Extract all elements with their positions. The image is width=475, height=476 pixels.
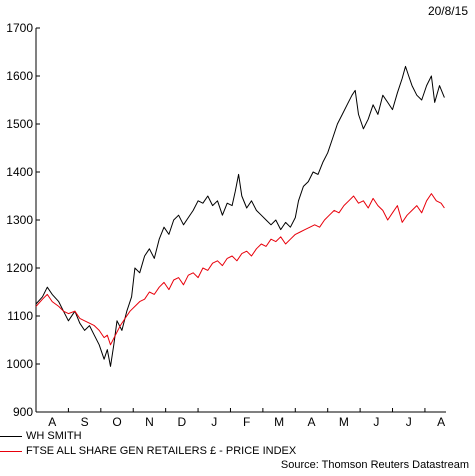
x-tick-label: D xyxy=(178,415,187,429)
x-tick-label: J xyxy=(211,415,217,429)
legend-label-ftse-retailers: FTSE ALL SHARE GEN RETAILERS £ - PRICE I… xyxy=(26,445,297,457)
y-tick-label: 1400 xyxy=(6,165,33,179)
legend-swatch-ftse-retailers xyxy=(0,450,22,452)
y-tick-label: 900 xyxy=(13,405,33,419)
legend-label-wh-smith: WH SMITH xyxy=(26,430,82,442)
y-tick-label: 1500 xyxy=(6,117,33,131)
x-tick-label: S xyxy=(81,415,89,429)
x-tick-label: M xyxy=(339,415,349,429)
x-tick-label: J xyxy=(406,415,412,429)
x-tick-label: F xyxy=(243,415,250,429)
y-tick-label: 1000 xyxy=(6,357,33,371)
y-tick-label: 1600 xyxy=(6,69,33,83)
x-tick-label: M xyxy=(274,415,284,429)
y-tick-label: 1200 xyxy=(6,261,33,275)
x-tick-label: A xyxy=(437,415,445,429)
legend-item-wh-smith: WH SMITH xyxy=(0,430,82,442)
x-tick-label: O xyxy=(112,415,121,429)
date-label: 20/8/15 xyxy=(427,4,468,18)
series-line-wh-smith xyxy=(35,65,445,367)
series-line-ftse-retailers xyxy=(35,193,445,346)
legend-swatch-wh-smith xyxy=(0,435,22,437)
y-tick-label: 1700 xyxy=(6,21,33,35)
x-tick-label: A xyxy=(307,415,315,429)
legend-item-ftse-retailers: FTSE ALL SHARE GEN RETAILERS £ - PRICE I… xyxy=(0,445,296,457)
x-tick-label: J xyxy=(373,415,379,429)
x-tick-label: N xyxy=(145,415,154,429)
y-tick-label: 1100 xyxy=(7,309,33,323)
source-note: Source: Thomson Reuters Datastream xyxy=(280,459,469,471)
y-tick-label: 1300 xyxy=(6,213,33,227)
x-tick-label: A xyxy=(48,415,56,429)
